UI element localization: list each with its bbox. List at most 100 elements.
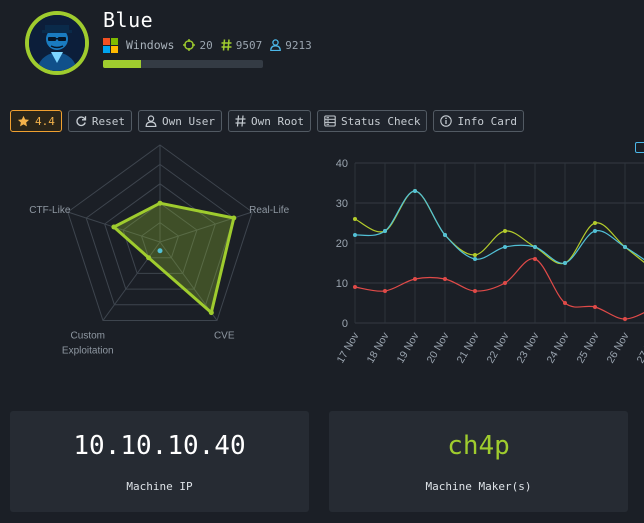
series-point <box>443 233 447 237</box>
hash-icon <box>221 39 232 51</box>
x-tick-label: 27 Nov <box>635 330 644 365</box>
reset-button[interactable]: Reset <box>67 110 132 132</box>
series-point <box>353 217 357 221</box>
radar-value-point <box>146 255 152 261</box>
machine-ip-card: 10.10.10.40 Machine IP <box>10 411 309 512</box>
points-value: 20 <box>199 38 213 52</box>
radar-value-point <box>231 215 237 221</box>
series-point <box>503 281 507 285</box>
series-point <box>623 317 627 321</box>
completion-progress-bar <box>103 60 263 68</box>
x-tick-label: 19 Nov <box>395 330 422 365</box>
radar-axis-line <box>102 241 161 321</box>
radar-value-point <box>208 310 214 316</box>
os-label: Windows <box>126 38 175 52</box>
series-point <box>383 229 387 233</box>
machine-maker-value[interactable]: ch4p <box>447 431 510 461</box>
radar-grid-ring <box>67 144 253 321</box>
radar-value-point <box>111 224 117 230</box>
star-icon <box>17 115 30 126</box>
series-point <box>533 257 537 261</box>
series-point <box>353 233 357 237</box>
y-tick-label: 40 <box>336 158 348 170</box>
radar-grid-ring <box>122 202 198 274</box>
own-user-label: Own User <box>162 114 215 128</box>
series-point <box>533 245 537 249</box>
radar-grid-ring <box>140 221 180 259</box>
series-point <box>593 229 597 233</box>
toolbar: 4.4 Reset Own User Own Root <box>10 110 530 132</box>
series-point <box>473 257 477 261</box>
series-line <box>354 258 644 320</box>
info-icon <box>440 115 453 127</box>
series-point <box>623 245 627 249</box>
x-tick-label: 25 Nov <box>575 330 602 365</box>
user-icon <box>270 39 282 51</box>
y-tick-label: 20 <box>336 238 348 250</box>
radar-value-area <box>112 201 236 315</box>
radar-axis-label: Custom Exploitation <box>62 331 114 357</box>
user-icon <box>145 115 157 127</box>
radar-grid-ring <box>85 163 235 306</box>
reset-label: Reset <box>91 114 125 128</box>
windows-icon <box>103 37 118 53</box>
machine-name: Blue <box>103 8 154 32</box>
x-tick-label: 24 Nov <box>545 330 572 365</box>
avatar-image <box>29 15 85 71</box>
radar-axis-label: CVE <box>214 331 235 342</box>
refresh-icon <box>76 116 87 127</box>
user-owns-value: 9213 <box>285 38 312 52</box>
series-point <box>563 261 567 265</box>
machine-maker-label: Machine Maker(s) <box>425 480 532 493</box>
hash-icon <box>235 115 246 127</box>
series-point <box>473 289 477 293</box>
points-icon <box>183 39 196 51</box>
series-point <box>413 277 417 281</box>
machine-header: Blue Windows 20 <box>0 0 644 92</box>
y-tick-label: 0 <box>342 318 348 330</box>
info-card-label: Info Card <box>457 114 518 128</box>
machine-ip-label: Machine IP <box>126 480 193 493</box>
own-root-button[interactable]: Own Root <box>227 110 311 132</box>
series-point <box>473 253 477 257</box>
series-point <box>383 289 387 293</box>
machine-maker-card: ch4p Machine Maker(s) <box>329 411 628 512</box>
x-tick-label: 18 Nov <box>365 330 392 365</box>
x-tick-label: 21 Nov <box>455 330 482 365</box>
status-check-label: Status Check <box>340 114 421 128</box>
series-point <box>563 301 567 305</box>
series-point <box>503 245 507 249</box>
radar-value-point <box>157 200 163 206</box>
own-user-button[interactable]: Own User <box>138 110 222 132</box>
own-root-label: Own Root <box>250 114 304 128</box>
y-tick-label: 30 <box>336 198 348 210</box>
machine-ip-value: 10.10.10.40 <box>73 431 246 461</box>
x-tick-label: 22 Nov <box>485 330 512 365</box>
series-point <box>353 285 357 289</box>
root-owns-value: 9507 <box>235 38 263 52</box>
series-point <box>503 229 507 233</box>
series-line <box>354 190 644 264</box>
series-point <box>443 277 447 281</box>
x-tick-label: 17 Nov <box>335 330 362 365</box>
difficulty-radar-chart: EnumerationReal-LifeCVECustomExploitatio… <box>29 144 290 357</box>
status-check-button[interactable]: Status Check <box>316 110 428 132</box>
machine-avatar <box>25 11 89 75</box>
rating-button[interactable]: 4.4 <box>10 110 62 132</box>
series-point <box>593 221 597 225</box>
info-card-button[interactable]: Info Card <box>433 110 525 132</box>
rating-value: 4.4 <box>35 114 55 128</box>
series-point <box>413 189 417 193</box>
x-tick-label: 20 Nov <box>425 330 452 365</box>
legend-toggle[interactable] <box>635 142 644 153</box>
x-tick-label: 26 Nov <box>605 330 632 365</box>
x-tick-label: 23 Nov <box>515 330 542 365</box>
machine-meta: Windows 20 9507 9 <box>103 37 320 53</box>
series-point <box>593 305 597 309</box>
server-icon <box>324 115 336 127</box>
radar-user-point <box>157 248 163 254</box>
radar-grid-ring <box>104 183 216 290</box>
radar-axis-label: CTF-Like <box>29 205 71 216</box>
radar-axis-line <box>159 211 253 243</box>
